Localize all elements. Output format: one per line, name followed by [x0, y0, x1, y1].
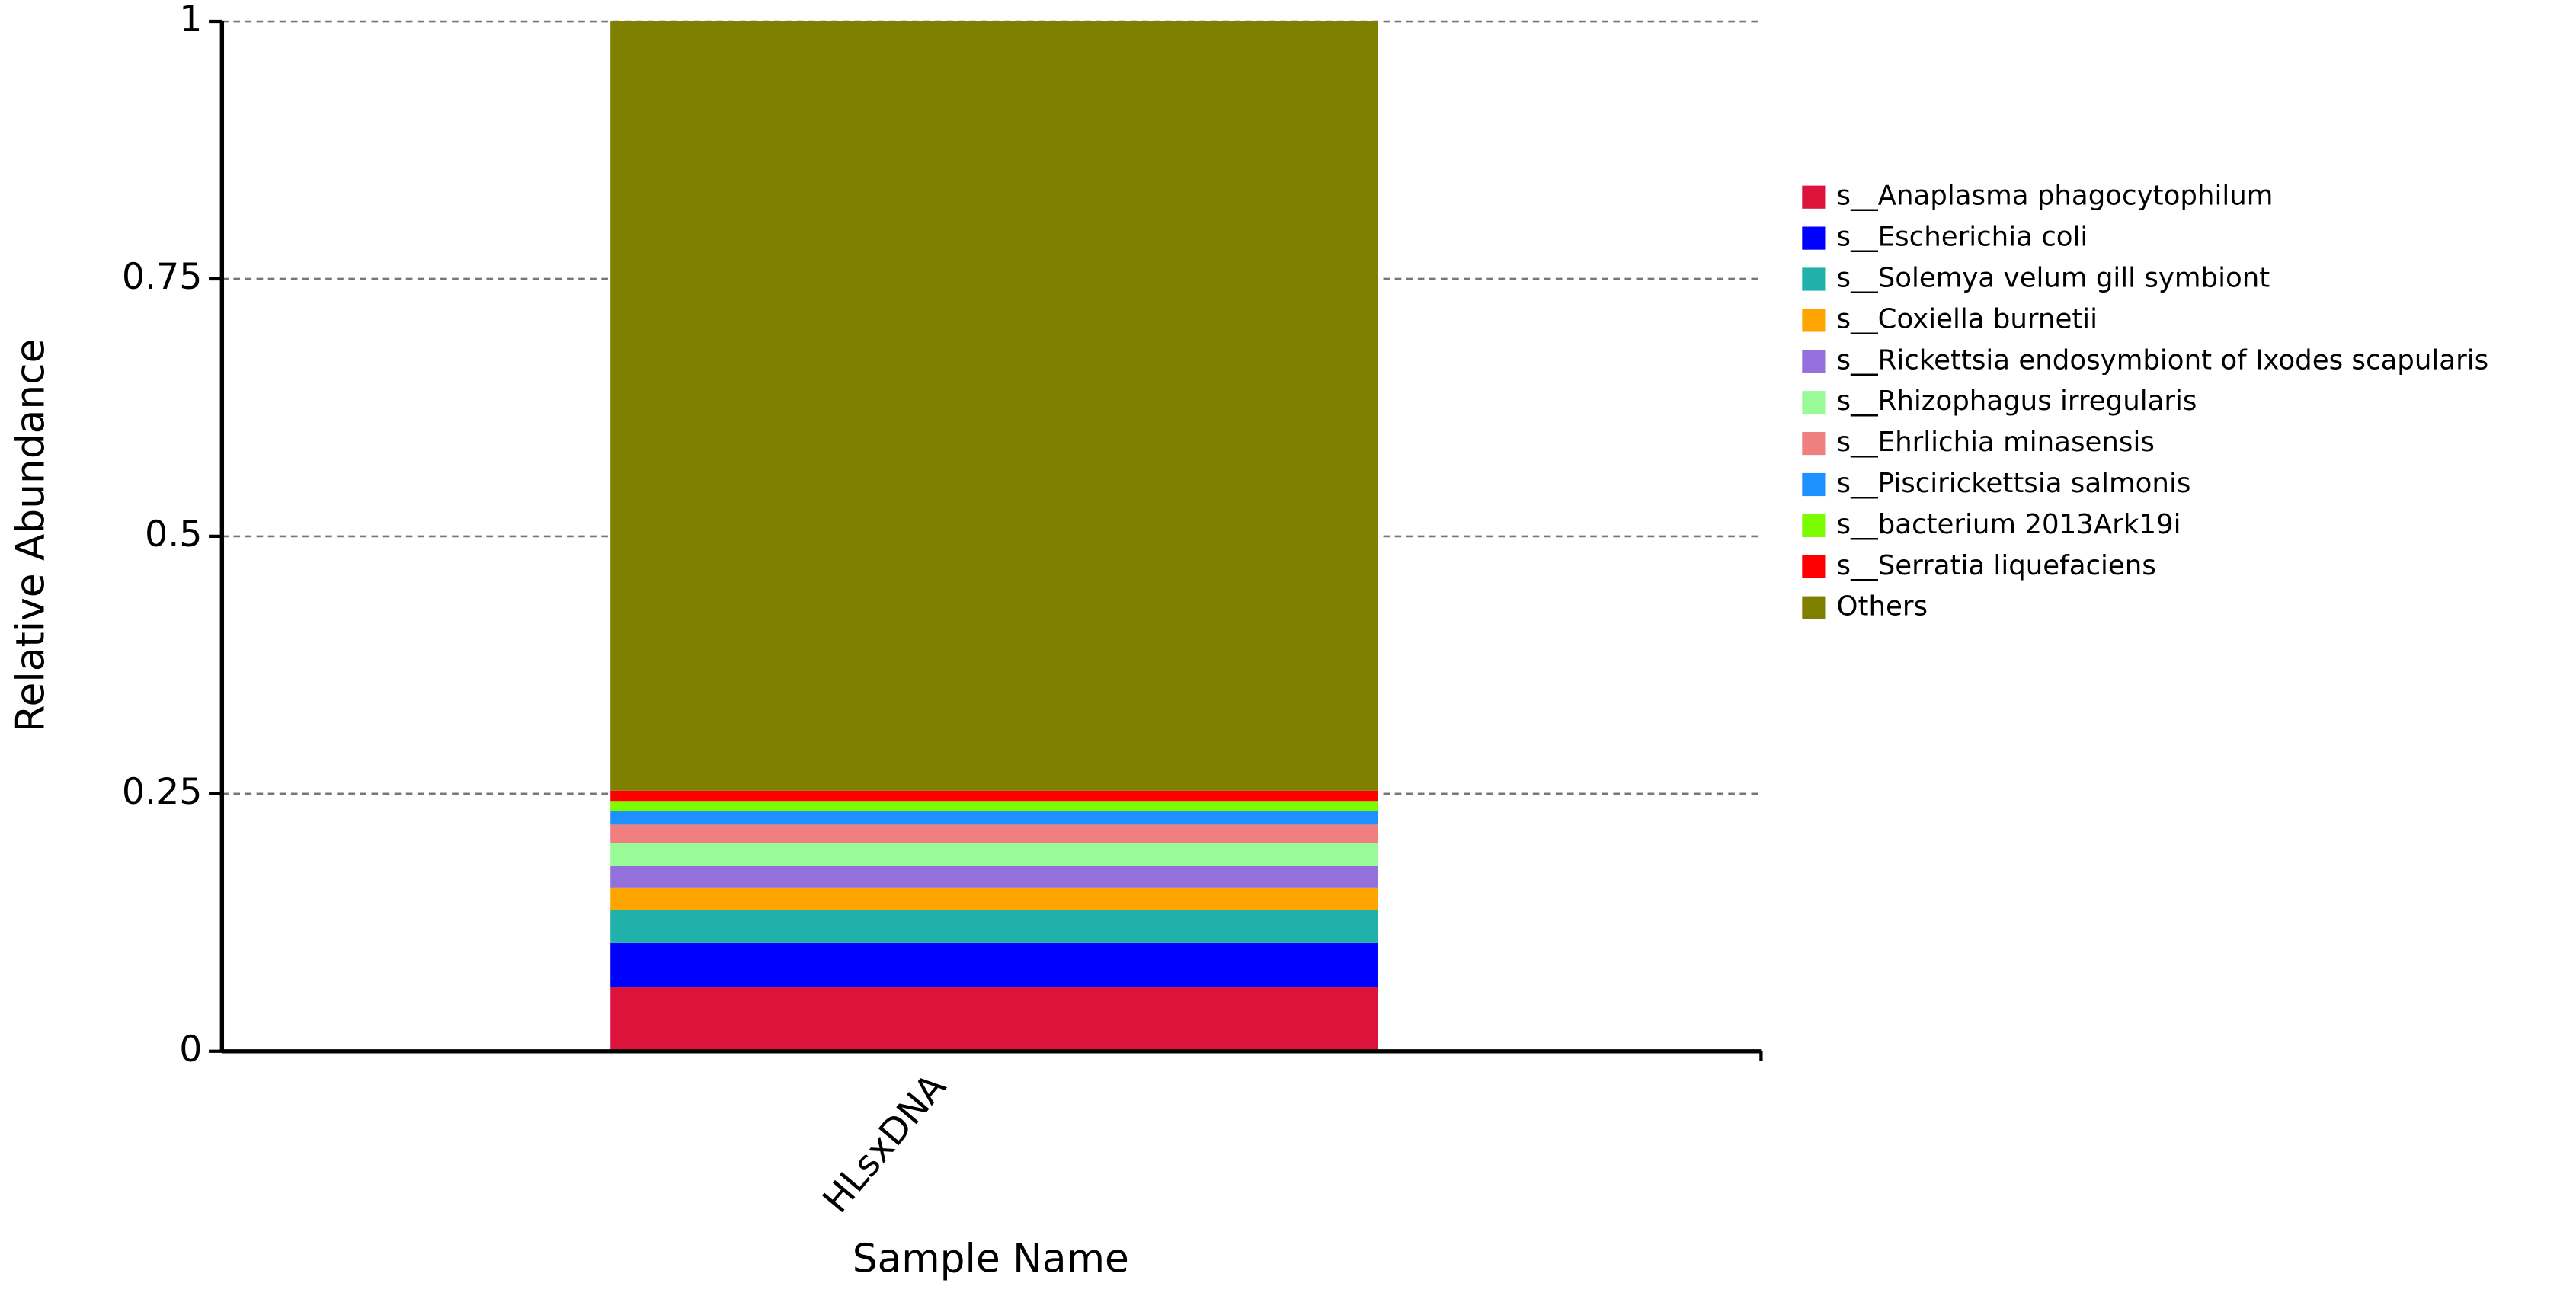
bar-segment [610, 887, 1378, 910]
legend-swatch [1802, 472, 1826, 497]
legend-swatch [1802, 350, 1826, 373]
legend-swatch [1802, 514, 1826, 537]
legend-swatch [1802, 267, 1826, 291]
legend-label: s__Coxiella burnetii [1837, 303, 2098, 334]
y-tick-label: 0.5 [145, 514, 202, 555]
bar-segment [610, 843, 1378, 866]
legend-swatch [1802, 391, 1826, 414]
legend-label: s__Anaplasma phagocytophilum [1837, 181, 2274, 212]
bar-segment [610, 790, 1378, 802]
y-tick-label: 1 [179, 0, 202, 40]
y-tick-label: 0.25 [122, 771, 203, 813]
x-tick-label: HLsxDNA [815, 1066, 955, 1221]
legend-label: Others [1837, 591, 1928, 622]
legend-label: s__bacterium 2013Ark19i [1837, 509, 2181, 540]
y-axis-title: Relative Abundance [8, 339, 53, 732]
bar-segment [610, 910, 1378, 943]
y-tick-label: 0.75 [122, 256, 203, 298]
y-tick-label: 0 [179, 1029, 202, 1070]
legend-swatch [1802, 432, 1826, 456]
bar-segment [610, 866, 1378, 888]
bar-segment [610, 942, 1378, 987]
bar-segment [610, 811, 1378, 825]
bar-segment [610, 801, 1378, 811]
x-axis-title: Sample Name [853, 1237, 1129, 1282]
legend-swatch [1802, 596, 1826, 619]
legend-label: s__Rickettsia endosymbiont of Ixodes sca… [1837, 344, 2489, 376]
legend-swatch [1802, 226, 1826, 250]
legend-label: s__Escherichia coli [1837, 222, 2088, 253]
legend-swatch [1802, 555, 1826, 578]
legend-label: s__Serratia liquefaciens [1837, 550, 2156, 581]
legend-label: s__Solemya velum gill symbiont [1837, 263, 2270, 294]
legend-swatch [1802, 309, 1826, 332]
bar-segment [610, 824, 1378, 843]
legend-label: s__Piscirickettsia salmonis [1837, 468, 2191, 499]
legend-label: s__Ehrlichia minasensis [1837, 427, 2155, 458]
legend-swatch [1802, 185, 1826, 209]
legend-label: s__Rhizophagus irregularis [1837, 386, 2197, 417]
bar-segment [610, 21, 1378, 791]
bar-segment [610, 987, 1378, 1051]
